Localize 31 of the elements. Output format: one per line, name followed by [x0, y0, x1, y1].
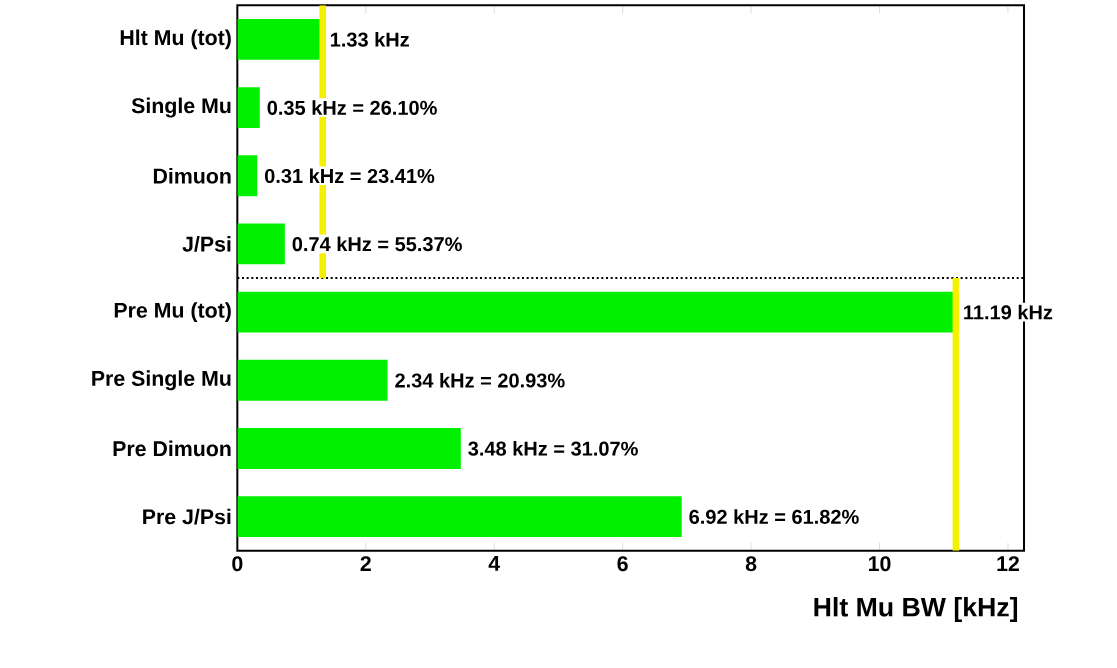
- data-label: 11.19 kHz: [964, 304, 1053, 320]
- x-tick-label: 8: [745, 556, 757, 572]
- data-label: 2.34 kHz = 20.93%: [395, 372, 565, 388]
- data-label: 0.35 kHz = 26.10%: [267, 100, 437, 115]
- x-tick-label: 10: [868, 556, 891, 572]
- y-tick-label: Single Mu: [131, 97, 231, 118]
- bar: [237, 155, 258, 197]
- bar: [237, 291, 956, 333]
- x-tick-label: 4: [488, 556, 501, 571]
- x-tick-label: 12: [997, 556, 1019, 572]
- bar: [237, 223, 285, 265]
- data-label: 0.74 kHz = 55.37%: [292, 236, 462, 252]
- x-tick-label: 2: [360, 556, 371, 572]
- data-label: 6.92 kHz = 61.82%: [689, 509, 859, 524]
- y-tick-label: Pre J/Psi: [143, 508, 231, 525]
- y-tick-label: J/Psi: [182, 235, 231, 252]
- bar: [237, 427, 461, 469]
- bar: [237, 87, 260, 129]
- x-tick-label: 6: [617, 556, 628, 572]
- x-axis-title: Hlt Mu BW [kHz]: [814, 597, 1018, 622]
- data-label: 3.48 kHz = 31.07%: [468, 441, 638, 456]
- y-tick-label: Pre Single Mu: [92, 370, 231, 391]
- data-label: 1.33 kHz: [330, 32, 409, 47]
- bar: [237, 359, 388, 401]
- y-tick-label: Pre Dimuon: [113, 440, 231, 457]
- y-tick-label: Pre Mu (tot): [114, 302, 231, 323]
- data-label: 0.31 kHz = 23.41%: [264, 168, 435, 184]
- y-tick-label: Hlt Mu (tot): [120, 29, 231, 50]
- x-tick-label: 0: [232, 556, 243, 572]
- y-tick-label: Dimuon: [153, 167, 231, 184]
- bar: [237, 496, 682, 538]
